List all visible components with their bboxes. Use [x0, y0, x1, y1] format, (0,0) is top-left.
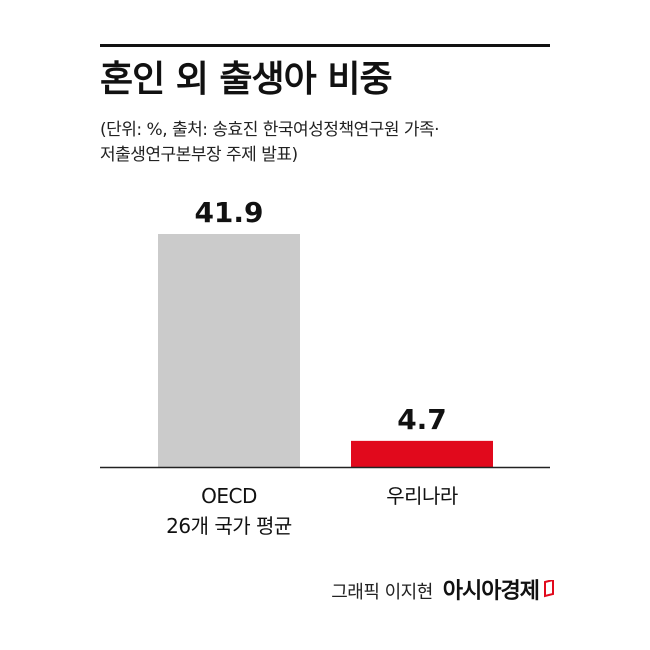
brand-logo: 아시아경제 — [442, 579, 540, 604]
bar-1 — [158, 234, 300, 467]
footer: 그래픽 이지현 아시아경제 — [331, 573, 555, 605]
chart-subtitle: (단위: %, 출처: 송효진 한국여성정책연구원 가족· 저출생연구본부장 주… — [100, 118, 570, 168]
category-label-1-line-2: 26개 국가 평균 — [166, 514, 292, 538]
category-label-1-line-1: OECD — [201, 484, 257, 508]
data-label-2: 4.7 — [397, 403, 447, 436]
subtitle-line-1: (단위: %, 출처: 송효진 한국여성정책연구원 가족· — [100, 120, 440, 140]
graphic-credit: 그래픽 이지현 — [331, 582, 433, 603]
data-label-1: 41.9 — [194, 196, 263, 229]
top-rule — [100, 44, 550, 47]
subtitle-line-2: 저출생연구본부장 주제 발표) — [100, 145, 298, 165]
chart-title: 혼인 외 출생아 비중 — [100, 59, 393, 100]
category-label-2-line-1: 우리나라 — [386, 484, 458, 508]
brand-mark-icon — [544, 580, 554, 598]
bar-2 — [351, 440, 493, 467]
